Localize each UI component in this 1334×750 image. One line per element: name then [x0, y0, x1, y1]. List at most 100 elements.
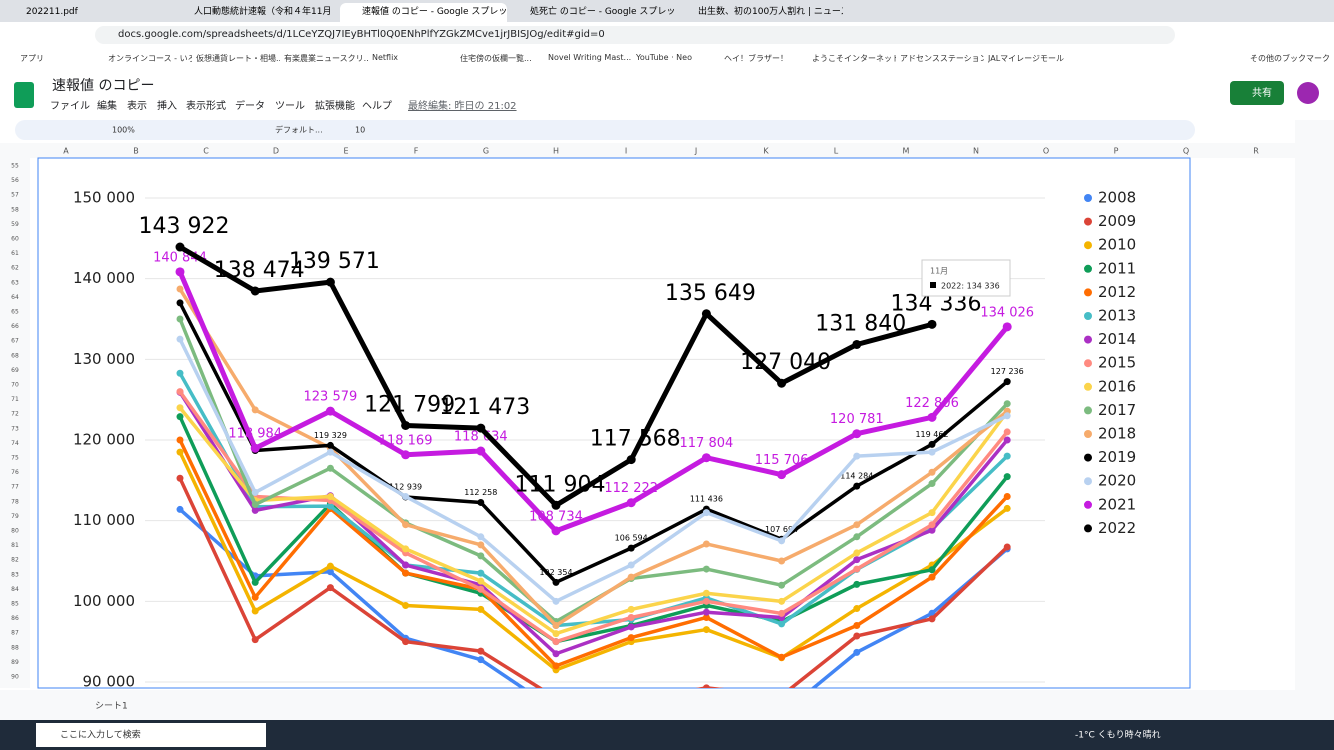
tab[interactable]: 出生数、初の100万人割れ | ニュース — [698, 7, 843, 17]
row-header[interactable]: 83 — [11, 571, 19, 578]
row-header[interactable]: 67 — [11, 338, 19, 345]
bookmark[interactable]: オンラインコース - いろ... — [108, 54, 192, 63]
column-header[interactable]: I — [625, 147, 627, 156]
tab[interactable]: 速報値 のコピー - Google スプレッド — [340, 3, 507, 22]
row-header[interactable]: 65 — [11, 309, 19, 316]
legend-label[interactable]: 2012 — [1098, 283, 1136, 301]
search-text[interactable]: ここに入力して検索 — [60, 729, 141, 741]
column-header[interactable]: J — [694, 147, 697, 156]
url[interactable]: docs.google.com/spreadsheets/d/1LCeYZQJ7… — [118, 29, 605, 40]
column-header[interactable]: Q — [1183, 147, 1189, 156]
menu-item[interactable]: 拡張機能 — [315, 99, 355, 112]
font-size[interactable]: 10 — [355, 126, 365, 135]
row-header[interactable]: 59 — [11, 221, 19, 228]
legend-label[interactable]: 2019 — [1098, 448, 1136, 466]
legend-label[interactable]: 2011 — [1098, 259, 1136, 277]
legend-label[interactable]: 2013 — [1098, 307, 1136, 325]
font-name[interactable]: デフォルト... — [275, 125, 323, 135]
menu-item[interactable]: 表示形式 — [186, 99, 226, 112]
column-header[interactable]: O — [1043, 147, 1049, 156]
row-header[interactable]: 64 — [11, 294, 19, 301]
row-header[interactable]: 69 — [11, 367, 19, 374]
row-header[interactable]: 89 — [11, 659, 19, 666]
row-header[interactable]: 77 — [11, 484, 19, 491]
row-header[interactable]: 80 — [11, 528, 19, 535]
row-header[interactable]: 66 — [11, 323, 19, 330]
zoom[interactable]: 100% — [112, 126, 135, 135]
legend-label[interactable]: 2014 — [1098, 330, 1136, 348]
bookmark[interactable]: 仮想通貨レート・相場... — [196, 54, 280, 63]
share-button[interactable] — [1230, 81, 1284, 105]
row-header[interactable]: 57 — [11, 192, 19, 199]
legend-label[interactable]: 2016 — [1098, 377, 1136, 395]
legend-label[interactable]: 2020 — [1098, 472, 1136, 490]
column-header[interactable]: H — [553, 147, 559, 156]
row-header[interactable]: 70 — [11, 382, 19, 389]
row-header[interactable]: 60 — [11, 236, 19, 243]
row-header[interactable]: 63 — [11, 279, 19, 286]
bookmark[interactable]: 有楽農業ニュースクリ... — [284, 54, 368, 63]
bookmark[interactable]: JALマイレージモール — [988, 54, 1064, 63]
row-header[interactable]: 85 — [11, 601, 19, 608]
legend-label[interactable]: 2008 — [1098, 189, 1136, 207]
tab[interactable]: 処死亡 のコピー - Google スプレッド — [530, 7, 675, 17]
row-header[interactable]: 72 — [11, 411, 19, 418]
menu-item[interactable]: 表示 — [127, 99, 147, 112]
column-header[interactable]: N — [973, 147, 979, 156]
row-header[interactable]: 58 — [11, 206, 19, 213]
column-header[interactable]: M — [903, 147, 910, 156]
row-header[interactable]: 87 — [11, 630, 19, 637]
column-header[interactable]: K — [763, 147, 769, 156]
tab[interactable]: 人口動態統計速報（令和４年11月 — [194, 7, 332, 17]
menu-item[interactable]: ヘルプ — [362, 100, 392, 112]
bookmark[interactable]: 住宅傍の仮欄一覧... — [460, 54, 532, 63]
row-header[interactable]: 86 — [11, 615, 19, 622]
legend-label[interactable]: 2018 — [1098, 425, 1136, 443]
menu-item[interactable]: データ — [235, 99, 265, 112]
row-header[interactable]: 56 — [11, 177, 19, 184]
row-header[interactable]: 88 — [11, 644, 19, 651]
bookmark[interactable]: アプリ — [20, 54, 44, 63]
menu-item[interactable]: 挿入 — [157, 99, 177, 112]
menu-item[interactable]: ファイル — [50, 101, 90, 112]
bookmark[interactable]: ヘイ！ブラザー！ — [724, 54, 788, 63]
sheet-tab[interactable]: シート1 — [95, 702, 128, 712]
column-header[interactable]: E — [343, 147, 348, 156]
row-header[interactable]: 61 — [11, 250, 19, 257]
row-header[interactable]: 78 — [11, 498, 19, 505]
column-header[interactable]: C — [203, 147, 209, 156]
bookmark[interactable]: Novel Writing Mast... — [548, 53, 632, 62]
menu-item[interactable]: ツール — [275, 101, 305, 112]
share-label[interactable]: 共有 — [1252, 86, 1272, 99]
row-header[interactable]: 81 — [11, 542, 19, 549]
row-header[interactable]: 75 — [11, 455, 19, 462]
column-header[interactable]: F — [414, 147, 419, 156]
bookmark[interactable]: その他のブックマーク — [1250, 54, 1330, 63]
row-header[interactable]: 62 — [11, 265, 19, 272]
column-header[interactable]: L — [834, 147, 839, 156]
column-header[interactable]: G — [483, 147, 489, 156]
column-header[interactable]: B — [133, 147, 139, 156]
column-header[interactable]: R — [1253, 147, 1259, 156]
last-edit[interactable]: 最終編集: 昨日の 21:02 — [408, 99, 517, 112]
bookmark[interactable]: アドセンスステーション... — [900, 54, 984, 63]
legend-label[interactable]: 2009 — [1098, 212, 1136, 230]
legend-label[interactable]: 2022 — [1098, 519, 1136, 537]
row-header[interactable]: 84 — [11, 586, 19, 593]
bookmark[interactable]: ようこそインターネット... — [812, 54, 896, 63]
column-header[interactable]: A — [63, 147, 69, 156]
column-header[interactable]: P — [1114, 147, 1119, 156]
row-header[interactable]: 68 — [11, 352, 19, 359]
bookmark[interactable]: Netflix — [372, 53, 399, 62]
row-header[interactable]: 74 — [11, 440, 19, 447]
row-header[interactable]: 73 — [11, 425, 19, 432]
row-header[interactable]: 55 — [11, 163, 19, 170]
column-header[interactable]: D — [273, 147, 279, 156]
legend-label[interactable]: 2015 — [1098, 354, 1136, 372]
tab[interactable]: 202211.pdf — [26, 7, 78, 17]
legend-label[interactable]: 2021 — [1098, 495, 1136, 513]
row-header[interactable]: 71 — [11, 396, 19, 403]
doc-title[interactable]: 速報値 のコピー — [52, 78, 154, 94]
row-header[interactable]: 79 — [11, 513, 19, 520]
bookmark[interactable]: YouTube · Neo — [636, 53, 692, 62]
